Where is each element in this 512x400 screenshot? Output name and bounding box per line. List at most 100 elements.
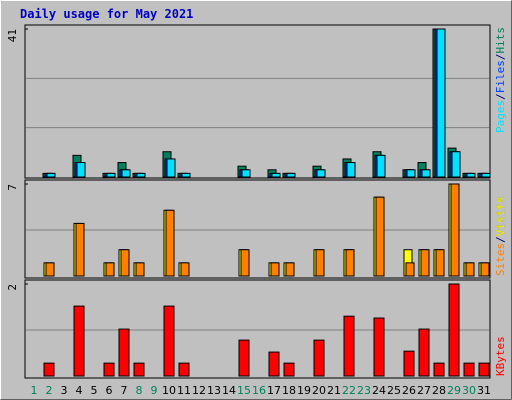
x-tick-label: 1 bbox=[31, 384, 38, 397]
legend-separator: / bbox=[494, 236, 507, 243]
bar bbox=[343, 315, 355, 377]
bar bbox=[435, 249, 445, 277]
x-tick-label: 17 bbox=[267, 384, 281, 397]
x-tick-label: 11 bbox=[177, 384, 191, 397]
x-tick-label: 14 bbox=[222, 384, 236, 397]
bar bbox=[316, 169, 326, 178]
x-tick-label: 29 bbox=[447, 384, 461, 397]
legend: KBytes bbox=[494, 336, 507, 376]
x-tick-label: 25 bbox=[387, 384, 401, 397]
legend-entry: KBytes bbox=[494, 336, 507, 376]
bar bbox=[478, 362, 490, 377]
x-tick-label: 30 bbox=[462, 384, 476, 397]
x-tick-label: 28 bbox=[432, 384, 446, 397]
x-tick-label: 19 bbox=[297, 384, 311, 397]
bar bbox=[136, 172, 146, 178]
bar bbox=[315, 249, 325, 277]
y-tick-label: 7 bbox=[6, 184, 19, 191]
bar bbox=[43, 362, 55, 377]
bar bbox=[103, 362, 115, 377]
bar bbox=[178, 362, 190, 377]
x-tick-label: 6 bbox=[106, 384, 113, 397]
bar bbox=[345, 249, 355, 277]
bar bbox=[121, 169, 131, 178]
bar bbox=[240, 249, 250, 277]
x-tick-label: 8 bbox=[136, 384, 143, 397]
bar bbox=[405, 262, 415, 277]
legend: Sites/Visits bbox=[494, 197, 507, 277]
bar bbox=[163, 305, 175, 377]
bar bbox=[480, 262, 490, 277]
bar bbox=[450, 183, 460, 277]
x-tick-label: 18 bbox=[282, 384, 296, 397]
bar bbox=[285, 262, 295, 277]
x-tick-label: 5 bbox=[91, 384, 98, 397]
bar bbox=[73, 305, 85, 377]
bar bbox=[45, 262, 55, 277]
bar bbox=[286, 172, 296, 178]
x-tick-label: 7 bbox=[121, 384, 128, 397]
bar bbox=[271, 172, 281, 178]
y-tick-label: 2 bbox=[6, 284, 19, 291]
bar bbox=[270, 262, 280, 277]
bar bbox=[180, 262, 190, 277]
bar bbox=[346, 162, 356, 178]
x-tick-label: 16 bbox=[252, 384, 266, 397]
bar bbox=[421, 169, 431, 178]
x-tick-label: 31 bbox=[477, 384, 491, 397]
x-tick-label: 21 bbox=[327, 384, 341, 397]
bar bbox=[106, 172, 116, 178]
bar bbox=[433, 362, 445, 377]
x-tick-label: 2 bbox=[46, 384, 53, 397]
x-tick-label: 20 bbox=[312, 384, 326, 397]
bar bbox=[466, 172, 476, 178]
bar bbox=[166, 158, 176, 178]
bar bbox=[451, 151, 461, 178]
x-tick-label: 27 bbox=[417, 384, 431, 397]
bar bbox=[75, 222, 85, 277]
x-tick-label: 4 bbox=[76, 384, 83, 397]
bar bbox=[465, 262, 475, 277]
x-tick-label: 26 bbox=[402, 384, 416, 397]
bar bbox=[376, 154, 386, 178]
chart-title: Daily usage for May 2021 bbox=[20, 7, 193, 21]
plot-area bbox=[24, 24, 491, 179]
bar bbox=[118, 328, 130, 377]
y-tick-label: 41 bbox=[6, 29, 19, 42]
legend-entry: Files bbox=[494, 60, 507, 93]
x-tick-label: 23 bbox=[357, 384, 371, 397]
bar bbox=[463, 362, 475, 377]
x-tick-label: 3 bbox=[61, 384, 68, 397]
bar bbox=[375, 196, 385, 277]
plot-area bbox=[24, 179, 491, 279]
bar bbox=[46, 172, 56, 178]
bar bbox=[283, 362, 295, 377]
legend: Pages/Files/Hits bbox=[494, 27, 507, 133]
bar bbox=[105, 262, 115, 277]
x-tick-label: 24 bbox=[372, 384, 386, 397]
x-tick-label: 9 bbox=[151, 384, 158, 397]
bar bbox=[448, 283, 460, 377]
bar bbox=[268, 351, 280, 377]
x-tick-label: 15 bbox=[237, 384, 251, 397]
bar bbox=[76, 162, 86, 178]
legend-separator: / bbox=[494, 93, 507, 100]
bar bbox=[135, 262, 145, 277]
bar bbox=[238, 339, 250, 377]
bar bbox=[241, 169, 251, 178]
legend-entry: Sites bbox=[494, 243, 507, 276]
legend-entry: Pages bbox=[494, 100, 507, 133]
bar bbox=[120, 249, 130, 277]
bar bbox=[403, 350, 415, 377]
bar bbox=[165, 209, 175, 277]
bar bbox=[420, 249, 430, 277]
legend-entry: Visits bbox=[494, 197, 507, 237]
x-tick-label: 12 bbox=[192, 384, 206, 397]
bar bbox=[181, 172, 191, 178]
bar bbox=[406, 169, 416, 178]
bar bbox=[436, 28, 446, 178]
legend-entry: Hits bbox=[494, 27, 507, 54]
plot-area bbox=[24, 279, 491, 379]
bar bbox=[373, 317, 385, 377]
